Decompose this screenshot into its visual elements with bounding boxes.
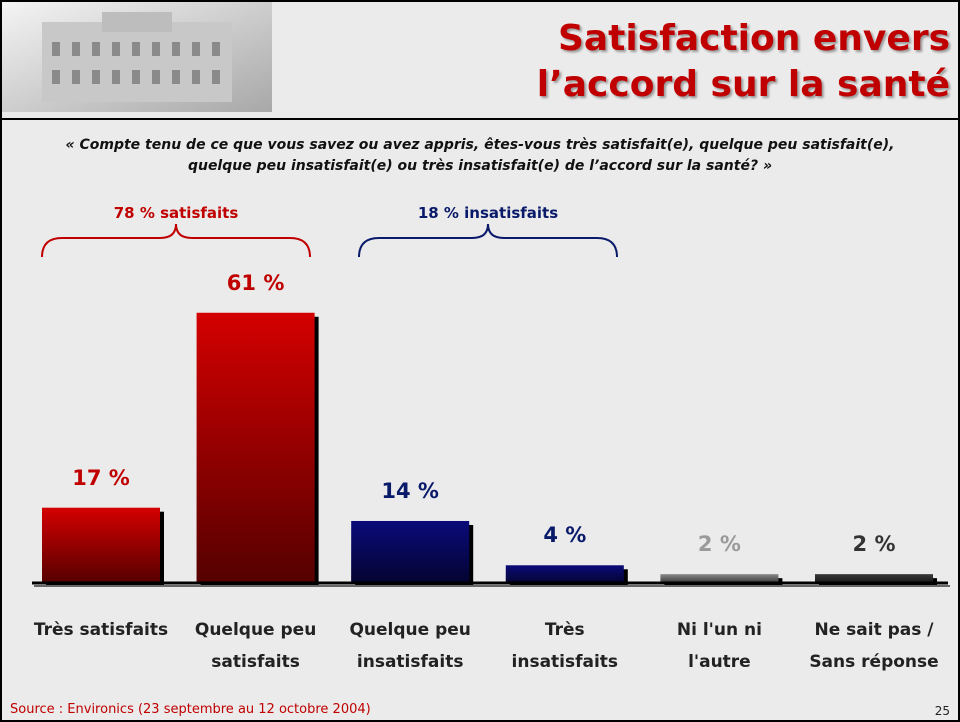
value-label: 2 % (804, 532, 944, 556)
source: Source : Environics (23 septembre au 12 … (10, 702, 371, 717)
bar-shade (197, 313, 315, 583)
value-label: 14 % (340, 479, 480, 503)
header-photo (2, 2, 272, 112)
slide: Satisfaction envers l’accord sur la sant… (0, 0, 960, 722)
x-tick-label: Quelque peu satisfaits (176, 614, 336, 678)
annotation: 78 % satisfaits (42, 204, 310, 222)
title: Satisfaction envers l’accord sur la sant… (537, 16, 950, 108)
value-label: 2 % (649, 532, 789, 556)
chart (2, 2, 958, 720)
bar-shade (506, 565, 624, 583)
page-number: 25 (935, 704, 950, 718)
annotation: 18 % insatisfaits (359, 204, 617, 222)
value-label: 61 % (186, 271, 326, 295)
bar-shade (351, 521, 469, 583)
x-tick-label: Ne sait pas / Sans réponse (794, 614, 954, 678)
x-tick-label: Ni l'un ni l'autre (639, 614, 799, 678)
brace (359, 224, 617, 257)
x-tick-label: Quelque peu insatisfaits (330, 614, 490, 678)
bar-shade (42, 508, 160, 583)
brace (42, 224, 310, 257)
question: « Compte tenu de ce que vous savez ou av… (2, 135, 958, 177)
value-label: 17 % (31, 466, 171, 490)
value-label: 4 % (495, 523, 635, 547)
x-tick-label: Très insatisfaits (485, 614, 645, 678)
x-tick-label: Très satisfaits (21, 614, 181, 646)
